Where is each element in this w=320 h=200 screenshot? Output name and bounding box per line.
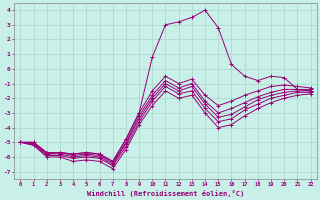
X-axis label: Windchill (Refroidissement éolien,°C): Windchill (Refroidissement éolien,°C) — [87, 190, 244, 197]
